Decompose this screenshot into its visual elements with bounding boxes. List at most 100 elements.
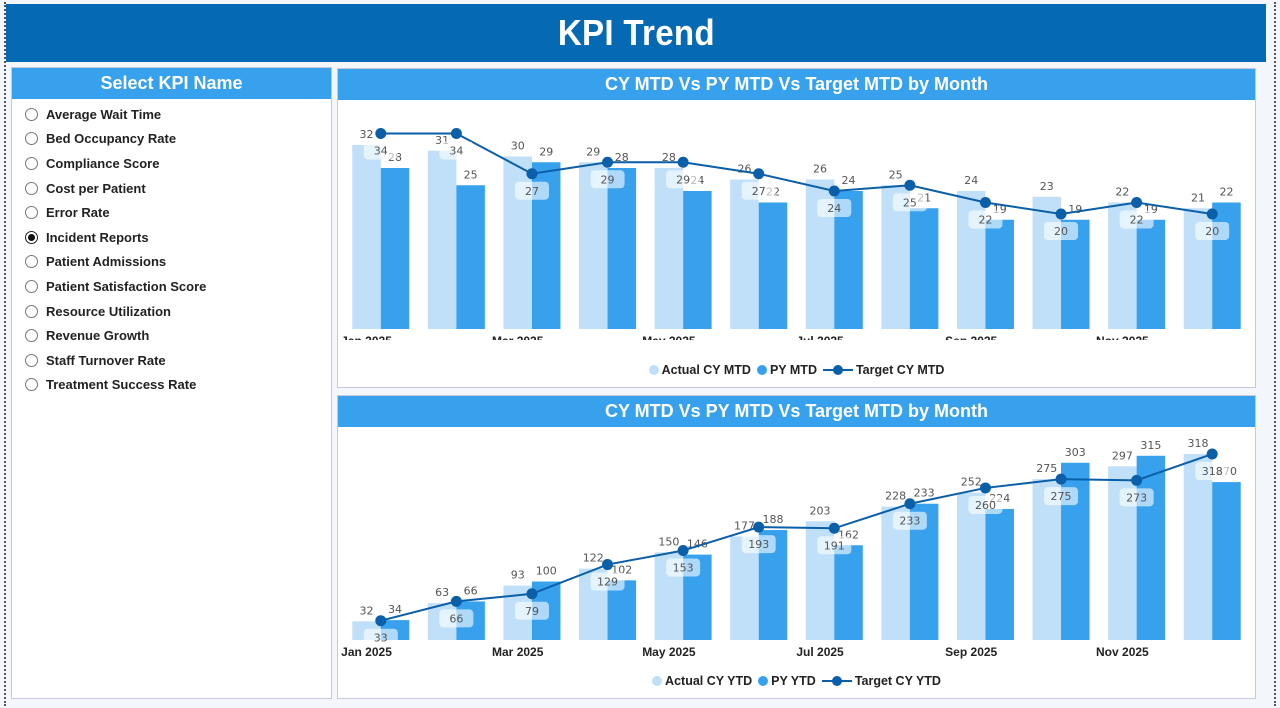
target-data-label: 29 [676, 173, 690, 186]
target-label-box [363, 628, 398, 647]
py-bar[interactable] [985, 219, 1014, 329]
target-point[interactable] [753, 521, 765, 533]
target-label-box [1044, 222, 1079, 240]
slicer-item[interactable]: Average Wait Time [12, 102, 331, 127]
target-point[interactable] [602, 559, 614, 571]
target-point[interactable] [1055, 473, 1067, 485]
target-data-label: 193 [748, 538, 769, 551]
target-point[interactable] [450, 595, 462, 607]
actual-bar[interactable] [1183, 454, 1213, 640]
slicer-item[interactable]: Treatment Success Rate [12, 373, 331, 398]
target-label-box [968, 210, 1003, 229]
target-point[interactable] [904, 498, 916, 510]
radio-icon[interactable] [25, 279, 38, 293]
py-bar[interactable] [683, 191, 712, 329]
target-point[interactable] [602, 156, 614, 168]
legend-item-actual[interactable]: Actual CY MTD [648, 363, 751, 377]
py-data-label: 34 [388, 603, 402, 616]
radio-icon[interactable] [25, 132, 38, 146]
legend-item-target[interactable]: Target CY YTD [821, 674, 941, 688]
slicer-item[interactable]: Staff Turnover Rate [12, 348, 331, 373]
slicer-item-label: Patient Admissions [46, 254, 167, 270]
target-point[interactable] [828, 185, 840, 197]
slicer-item[interactable]: Compliance Score [12, 151, 331, 176]
radio-icon[interactable] [25, 255, 38, 269]
slicer-item[interactable]: Revenue Growth [12, 323, 331, 348]
target-point[interactable] [677, 545, 689, 557]
target-point[interactable] [979, 197, 991, 208]
target-label-box [1195, 222, 1230, 240]
target-point[interactable] [1206, 448, 1218, 460]
target-point[interactable] [828, 522, 840, 534]
actual-bar[interactable] [730, 536, 759, 640]
target-point[interactable] [753, 168, 765, 180]
x-tick-label: Jan 2025 [341, 645, 392, 659]
slicer-item[interactable]: Resource Utilization [12, 299, 331, 324]
actual-bar[interactable] [956, 492, 986, 640]
py-bar[interactable] [834, 545, 863, 640]
slicer-item[interactable]: Incident Reports [12, 225, 331, 250]
radio-icon[interactable] [25, 181, 38, 195]
actual-bar[interactable] [654, 168, 684, 329]
target-data-label: 66 [449, 612, 463, 625]
target-label-box [1195, 462, 1230, 481]
slicer-item[interactable]: Bed Occupancy Rate [12, 127, 331, 152]
target-point[interactable] [1206, 208, 1218, 220]
target-point[interactable] [375, 615, 387, 627]
py-bar[interactable] [758, 202, 788, 330]
actual-bar[interactable] [730, 179, 759, 330]
py-bar[interactable] [1212, 482, 1241, 640]
target-data-label: 20 [1205, 225, 1219, 238]
legend-item-actual[interactable]: Actual CY YTD [652, 674, 752, 688]
py-bar[interactable] [1136, 219, 1166, 329]
slicer-item[interactable]: Patient Admissions [12, 250, 331, 275]
target-point[interactable] [1055, 208, 1067, 220]
py-bar[interactable] [985, 508, 1014, 640]
actual-bar[interactable] [352, 145, 381, 329]
actual-data-label: 203 [810, 504, 831, 517]
target-point[interactable] [979, 482, 991, 494]
radio-selected-icon[interactable] [25, 230, 38, 244]
radio-icon[interactable] [25, 329, 38, 343]
slicer-item-label: Compliance Score [46, 155, 160, 171]
radio-icon[interactable] [25, 304, 38, 318]
target-point[interactable] [526, 168, 538, 180]
radio-icon[interactable] [25, 107, 38, 121]
slicer-item[interactable]: Cost per Patient [12, 176, 331, 201]
radio-icon[interactable] [25, 353, 38, 367]
slicer-item[interactable]: Error Rate [12, 200, 331, 225]
py-bar[interactable] [607, 168, 637, 329]
target-point[interactable] [526, 588, 538, 600]
radio-icon[interactable] [25, 378, 38, 392]
radio-icon[interactable] [25, 156, 38, 170]
target-point[interactable] [1131, 197, 1143, 208]
x-tick-label: Jul 2025 [796, 645, 844, 659]
actual-bar[interactable] [1032, 479, 1062, 640]
target-point[interactable] [450, 128, 462, 139]
target-data-label: 24 [827, 202, 841, 215]
py-bar[interactable] [909, 208, 939, 329]
py-bar[interactable] [380, 168, 410, 329]
legend-label: PY YTD [771, 674, 816, 688]
slicer-item[interactable]: Patient Satisfaction Score [12, 274, 331, 299]
legend-item-py[interactable]: PY MTD [756, 363, 817, 377]
legend-item-py[interactable]: PY YTD [758, 674, 816, 688]
radio-icon[interactable] [25, 206, 38, 220]
target-data-label: 25 [903, 196, 917, 209]
target-data-label: 34 [449, 145, 463, 158]
py-bar[interactable] [1212, 202, 1241, 330]
target-data-label: 33 [374, 632, 388, 645]
actual-bar[interactable] [427, 150, 457, 329]
py-bar[interactable] [1136, 455, 1166, 640]
target-point[interactable] [1131, 474, 1143, 486]
legend-item-target[interactable]: Target CY MTD [822, 363, 944, 377]
actual-bar[interactable] [579, 162, 608, 329]
month-group: 297 315 [1108, 439, 1166, 640]
target-data-label: 260 [975, 499, 996, 512]
target-point[interactable] [677, 156, 689, 168]
actual-bar[interactable] [1032, 196, 1062, 329]
target-point[interactable] [375, 128, 387, 139]
py-bar[interactable] [456, 185, 485, 329]
target-point[interactable] [904, 179, 916, 191]
